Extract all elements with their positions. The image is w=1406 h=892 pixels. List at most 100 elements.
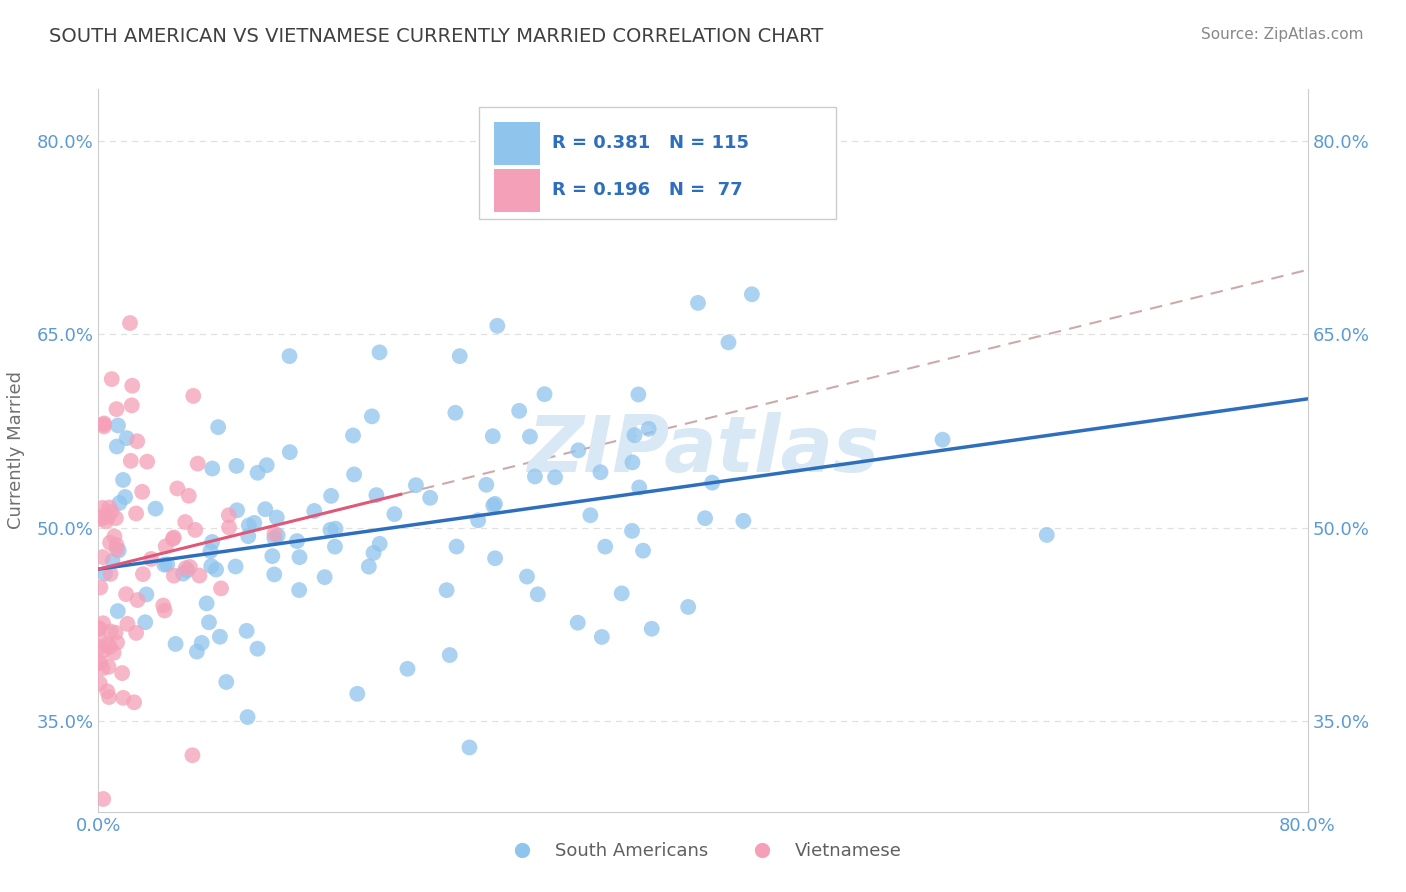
Point — [100, 566, 122, 581]
Point — [97, 660, 120, 674]
Text: R = 0.196   N =  77: R = 0.196 N = 77 — [551, 181, 742, 199]
Point — [285, 534, 308, 549]
Point — [155, 539, 177, 553]
Point — [112, 473, 135, 487]
Point — [165, 637, 187, 651]
Point — [263, 531, 285, 545]
Point — [226, 503, 249, 517]
Point — [526, 587, 548, 601]
Point — [686, 296, 709, 310]
Point — [108, 496, 131, 510]
Point — [181, 389, 204, 403]
Point — [100, 372, 122, 386]
Point — [97, 510, 120, 524]
Point — [107, 543, 129, 558]
Point — [225, 559, 247, 574]
Point — [115, 587, 138, 601]
Point — [177, 489, 200, 503]
Point — [218, 508, 240, 523]
Point — [96, 684, 118, 698]
Point — [567, 615, 589, 630]
Point — [103, 646, 125, 660]
Point — [218, 520, 240, 534]
Point — [105, 542, 128, 557]
Point — [163, 568, 186, 582]
Point — [105, 635, 128, 649]
Point — [343, 467, 366, 482]
FancyBboxPatch shape — [479, 107, 837, 219]
Point — [246, 466, 269, 480]
Point — [122, 695, 145, 709]
Point — [89, 621, 111, 635]
Point — [467, 513, 489, 527]
Point — [405, 478, 427, 492]
Point — [419, 491, 441, 505]
Point — [93, 419, 115, 434]
Point — [96, 515, 118, 529]
Point — [117, 616, 139, 631]
Point — [200, 544, 222, 558]
Point — [628, 480, 651, 494]
Point — [544, 470, 567, 484]
Point — [717, 335, 740, 350]
Point — [1035, 528, 1057, 542]
Point — [181, 748, 204, 763]
Point — [90, 512, 112, 526]
Point — [439, 648, 461, 662]
Point — [357, 559, 380, 574]
Point — [132, 567, 155, 582]
Text: SOUTH AMERICAN VS VIETNAMESE CURRENTLY MARRIED CORRELATION CHART: SOUTH AMERICAN VS VIETNAMESE CURRENTLY M… — [49, 27, 824, 45]
Point — [131, 484, 153, 499]
Point — [111, 666, 134, 681]
Point — [593, 540, 616, 554]
Point — [323, 540, 346, 554]
Point — [89, 655, 111, 669]
Point — [156, 558, 179, 572]
Point — [267, 528, 290, 542]
Point — [262, 549, 284, 563]
Point — [246, 641, 269, 656]
Point — [523, 469, 546, 483]
Point — [366, 488, 388, 502]
Point — [105, 440, 128, 454]
Point — [368, 537, 391, 551]
Point — [105, 538, 128, 552]
Text: R = 0.381   N = 115: R = 0.381 N = 115 — [551, 135, 749, 153]
Point — [125, 626, 148, 640]
Point — [254, 502, 277, 516]
Point — [325, 522, 347, 536]
Point — [188, 568, 211, 582]
Point — [475, 477, 498, 491]
Point — [103, 529, 125, 543]
Point — [693, 511, 716, 525]
Point — [631, 543, 654, 558]
Point — [346, 687, 368, 701]
Point — [235, 624, 257, 638]
Point — [481, 429, 503, 443]
Point — [610, 586, 633, 600]
Point — [145, 501, 167, 516]
Point — [931, 433, 953, 447]
Point — [87, 622, 110, 636]
Point — [107, 604, 129, 618]
Point — [201, 461, 224, 475]
Point — [288, 583, 311, 598]
Point — [174, 515, 197, 529]
Point — [238, 518, 260, 533]
Point — [195, 596, 218, 610]
Point — [209, 582, 232, 596]
Point — [135, 587, 157, 601]
Point — [186, 644, 208, 658]
Point — [163, 531, 186, 545]
Point — [93, 417, 115, 431]
Point — [436, 583, 458, 598]
Point — [288, 550, 311, 565]
Point — [118, 316, 141, 330]
Point — [91, 661, 114, 675]
Point — [591, 630, 613, 644]
Point — [319, 523, 342, 537]
Point — [225, 458, 247, 473]
Y-axis label: Currently Married: Currently Married — [7, 371, 25, 530]
Point — [179, 560, 201, 574]
Point — [120, 454, 142, 468]
